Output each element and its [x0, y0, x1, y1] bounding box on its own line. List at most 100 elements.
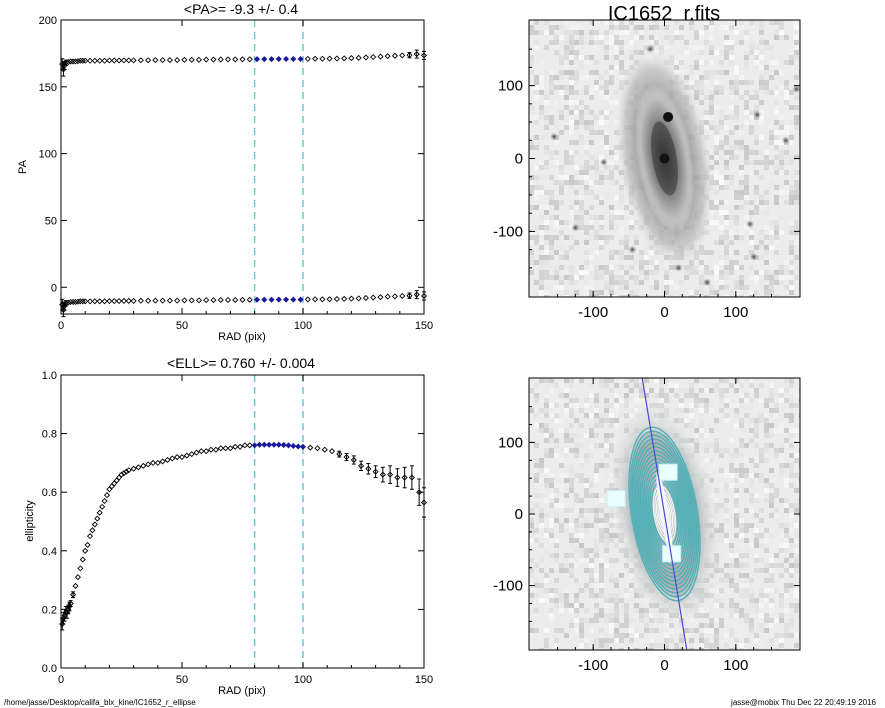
model-sky-noise-pixel: [784, 558, 789, 563]
sky-noise-pixel: [779, 170, 784, 175]
model-sky-noise-pixel: [584, 528, 589, 533]
model-sky-noise-pixel: [564, 413, 569, 418]
sky-noise-pixel: [754, 160, 759, 165]
model-sky-noise-pixel: [794, 588, 799, 593]
model-sky-noise-pixel: [714, 388, 719, 393]
pa-data-mirror-point: [72, 58, 79, 65]
galaxy-image-x-ticks: -100 0 100: [557, 20, 772, 321]
model-sky-noise-pixel: [749, 638, 754, 643]
sky-noise-pixel: [594, 200, 599, 205]
model-sky-noise-pixel: [684, 393, 689, 398]
sky-noise-pixel: [714, 155, 719, 160]
model-sky-noise-pixel: [794, 388, 799, 393]
model-sky-noise-pixel: [724, 528, 729, 533]
sky-noise-pixel: [684, 50, 689, 55]
model-sky-noise-pixel: [779, 643, 784, 648]
sky-noise-pixel: [689, 45, 694, 50]
model-sky-noise-pixel: [759, 618, 764, 623]
pa-data-point: [181, 297, 188, 304]
ellipticity-data-marker: [77, 565, 84, 572]
sky-noise-pixel: [754, 105, 759, 110]
sky-noise-pixel: [709, 270, 714, 275]
model-sky-noise-pixel: [779, 603, 784, 608]
sky-noise-pixel: [569, 270, 574, 275]
model-sky-noise-pixel: [789, 603, 794, 608]
model-sky-noise-pixel: [789, 583, 794, 588]
pa-data-marker: [91, 298, 98, 305]
model-sky-noise-pixel: [534, 558, 539, 563]
model-sky-noise-pixel: [719, 378, 724, 383]
ellipticity-data-marker: [275, 441, 282, 448]
sky-noise-pixel: [749, 200, 754, 205]
model-sky-noise-pixel: [634, 398, 639, 403]
model-sky-noise-pixel: [589, 593, 594, 598]
pa-data-marker: [125, 57, 132, 64]
sky-noise-pixel: [784, 95, 789, 100]
sky-noise-pixel: [564, 180, 569, 185]
pa-y-tick-label: 100: [39, 149, 57, 161]
model-sky-noise-pixel: [589, 618, 594, 623]
model-sky-noise-pixel: [749, 623, 754, 628]
sky-noise-pixel: [569, 215, 574, 220]
sky-noise-pixel: [544, 30, 549, 35]
model-sky-noise-pixel: [744, 593, 749, 598]
sky-noise-pixel: [654, 40, 659, 45]
model-sky-noise-pixel: [564, 518, 569, 523]
model-sky-noise-pixel: [729, 573, 734, 578]
sky-noise-pixel: [704, 285, 709, 290]
sky-noise-pixel: [744, 155, 749, 160]
pa-x-tick-label: 150: [415, 320, 433, 332]
sky-noise-pixel: [794, 180, 799, 185]
sky-noise-pixel: [549, 30, 554, 35]
sky-noise-pixel: [664, 285, 669, 290]
model-sky-noise-pixel: [584, 558, 589, 563]
ellipticity-data-point: [212, 446, 219, 453]
sky-noise-pixel: [774, 195, 779, 200]
model-sky-noise-pixel: [609, 398, 614, 403]
sky-noise-pixel: [709, 60, 714, 65]
model-sky-noise-pixel: [574, 603, 579, 608]
sky-noise-pixel: [589, 295, 594, 297]
mask-patch: [606, 490, 626, 508]
sky-noise-pixel: [774, 290, 779, 295]
model-sky-noise-pixel: [569, 563, 574, 568]
pa-data-point: [65, 299, 72, 306]
sky-noise-pixel: [554, 235, 559, 240]
sky-noise-pixel: [589, 35, 594, 40]
model-sky-noise-pixel: [564, 568, 569, 573]
model-sky-noise-pixel: [734, 613, 739, 618]
model-sky-noise-pixel: [554, 483, 559, 488]
model-sky-noise-pixel: [689, 408, 694, 413]
ellipticity-data-point: [314, 445, 321, 452]
model-sky-noise-pixel: [574, 613, 579, 618]
model-sky-noise-pixel: [539, 638, 544, 643]
model-sky-noise-pixel: [714, 448, 719, 453]
sky-noise-pixel: [704, 60, 709, 65]
sky-noise-pixel: [764, 145, 769, 150]
sky-noise-pixel: [719, 45, 724, 50]
sky-noise-pixel: [719, 180, 724, 185]
sky-noise-pixel: [769, 55, 774, 60]
model-sky-noise-pixel: [594, 428, 599, 433]
model-sky-noise-pixel: [544, 468, 549, 473]
sky-noise-pixel: [719, 125, 724, 130]
pa-data-marker: [145, 57, 152, 64]
ellipticity-data-marker: [350, 456, 357, 464]
sky-noise-pixel: [609, 250, 614, 255]
sky-noise-pixel: [574, 165, 579, 170]
sky-noise-pixel: [604, 195, 609, 200]
sky-noise-pixel: [744, 185, 749, 190]
sky-noise-pixel: [749, 120, 754, 125]
sky-noise-pixel: [734, 65, 739, 70]
model-sky-noise-pixel: [784, 583, 789, 588]
sky-noise-pixel: [724, 90, 729, 95]
model-sky-noise-pixel: [689, 628, 694, 633]
ellipticity-data-marker: [87, 533, 94, 540]
sky-noise-pixel: [754, 210, 759, 215]
model-sky-noise-pixel: [789, 473, 794, 478]
sky-noise-pixel: [749, 130, 754, 135]
sky-noise-pixel: [759, 40, 764, 45]
model-sky-noise-pixel: [759, 433, 764, 438]
ellipticity-data-point: [145, 461, 152, 468]
sky-noise-pixel: [794, 225, 799, 230]
